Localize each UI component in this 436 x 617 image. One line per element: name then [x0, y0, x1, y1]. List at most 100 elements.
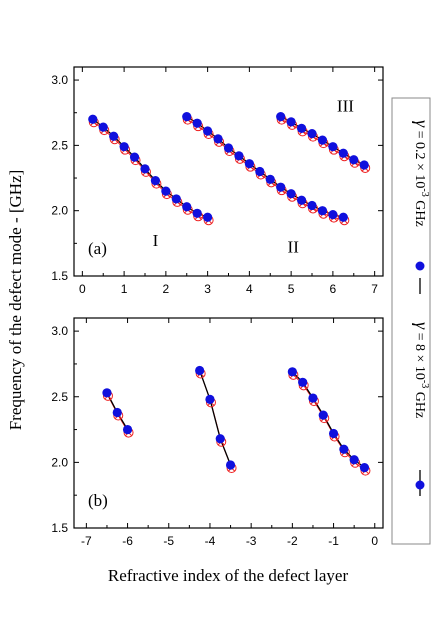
data-point [276, 112, 286, 122]
data-point [307, 129, 317, 139]
x-tick-label: -4 [205, 534, 216, 548]
y-tick-label: 2.0 [51, 455, 68, 469]
legend-2-exp: -3 [419, 380, 430, 388]
data-point [88, 114, 98, 124]
data-point [339, 444, 349, 454]
data-point [122, 424, 133, 435]
x-tick-label: 4 [246, 282, 253, 296]
data-point [328, 428, 339, 439]
x-tick-label: -1 [328, 534, 339, 548]
legend-2-gamma: γ [412, 322, 432, 330]
x-tick-label: -2 [287, 534, 298, 548]
legend-1-unit: GHz [412, 197, 427, 227]
data-point [296, 195, 307, 205]
data-point [215, 434, 225, 444]
series-line-red [187, 119, 345, 221]
panel-label: (a) [88, 239, 107, 258]
legend-1-gamma: γ [412, 120, 432, 128]
legend-2-marker [415, 480, 425, 490]
data-point [192, 208, 202, 218]
data-point [203, 212, 213, 222]
data-point [255, 166, 265, 177]
x-tick-label: 0 [371, 534, 378, 548]
data-point [129, 152, 140, 162]
y-tick-label: 3.0 [51, 324, 68, 338]
svg-text:γ = 8 × 10-3 GHz: γ = 8 × 10-3 GHz [412, 322, 432, 418]
series-line [199, 370, 232, 466]
data-point [109, 131, 119, 141]
data-point [298, 377, 308, 387]
data-point [296, 123, 307, 133]
data-point [140, 164, 150, 174]
data-point [328, 142, 338, 152]
legend-1-marker [415, 261, 425, 271]
legend: γ = 0.2 × 10-3 GHz γ = 8 × 10-3 GHz [391, 97, 432, 545]
x-tick-label: 1 [121, 282, 128, 296]
data-point [328, 210, 338, 220]
data-point [161, 186, 171, 196]
data-point [205, 394, 215, 404]
x-tick-label: 3 [204, 282, 211, 296]
x-tick-label: 6 [330, 282, 337, 296]
x-tick-label: -5 [163, 534, 174, 548]
y-tick-label: 2.0 [51, 204, 68, 218]
x-tick-label: -6 [122, 534, 133, 548]
x-tick-label: 0 [79, 282, 86, 296]
data-point [102, 388, 112, 398]
x-axis-title: Refractive index of the defect layer [108, 566, 349, 585]
y-axis-title: Frequency of the defect mode - [GHz] [6, 170, 25, 431]
data-point [119, 142, 129, 152]
y-tick-label: 2.5 [51, 390, 68, 404]
data-point [349, 155, 359, 165]
data-point [98, 122, 108, 132]
data-point [359, 463, 370, 473]
data-point [318, 410, 328, 420]
x-tick-label: -7 [81, 534, 92, 548]
data-point [234, 151, 244, 161]
series-annotation-3: III [337, 96, 354, 115]
plot-frame [73, 317, 384, 529]
data-point [182, 202, 192, 212]
series-annotation-1: I [153, 231, 159, 250]
data-point [349, 455, 359, 465]
data-point [213, 134, 223, 144]
x-tick-label: 5 [288, 282, 295, 296]
data-point [150, 176, 161, 186]
y-tick-label: 3.0 [51, 73, 68, 87]
legend-2-unit: GHz [412, 388, 427, 418]
data-point [338, 148, 348, 158]
y-tick-label: 2.5 [51, 138, 68, 152]
y-tick-label: 1.5 [51, 269, 68, 283]
panel-label: (b) [88, 491, 108, 510]
data-point [244, 159, 254, 169]
x-tick-label: 2 [163, 282, 170, 296]
x-tick-label: 7 [371, 282, 378, 296]
data-point [286, 117, 296, 127]
series-annotation-2: II [288, 237, 300, 256]
data-point [225, 460, 236, 470]
data-point [287, 367, 297, 377]
y-tick-label: 1.5 [51, 521, 68, 535]
data-point [338, 212, 348, 222]
legend-1-eq: = 0.2 × 10 [412, 127, 427, 188]
data-point [265, 174, 275, 184]
data-point [182, 112, 192, 122]
legend-1-exp: -3 [419, 188, 430, 196]
data-point [276, 182, 286, 192]
legend-entry-1: γ = 0.2 × 10-3 GHz [412, 120, 432, 294]
data-point [286, 189, 296, 199]
data-point [195, 365, 205, 376]
data-point [317, 206, 328, 216]
data-point [112, 407, 122, 418]
data-point [192, 118, 202, 128]
data-point [203, 126, 213, 136]
data-point [307, 200, 317, 211]
legend-box [391, 97, 431, 545]
data-point [223, 143, 234, 153]
data-point [317, 135, 328, 145]
legend-entry-2: γ = 8 × 10-3 GHz [412, 322, 432, 496]
svg-text:γ = 0.2 × 10-3 GHz: γ = 0.2 × 10-3 GHz [412, 120, 432, 227]
data-point [171, 194, 181, 204]
